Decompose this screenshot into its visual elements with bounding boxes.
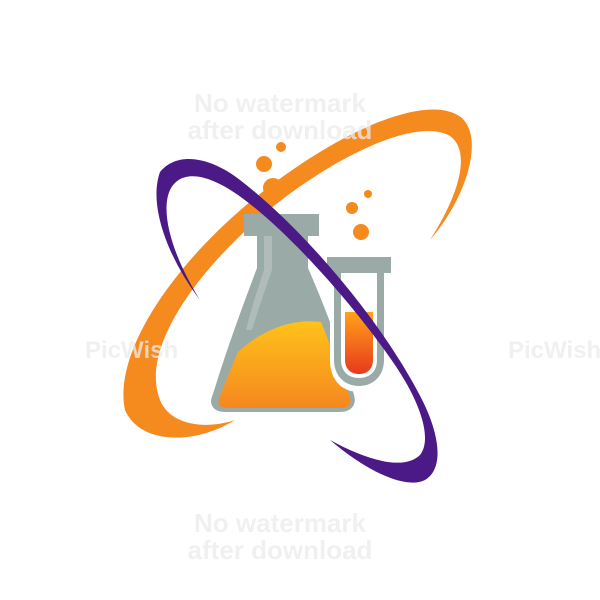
bubble: [353, 224, 369, 240]
bubble: [364, 190, 372, 198]
orange-orbit-ring: [123, 109, 472, 438]
bubble: [276, 142, 286, 152]
flask-icon: [211, 214, 355, 412]
bubble: [256, 156, 272, 172]
bubbles: [256, 142, 372, 240]
bubble: [346, 202, 358, 214]
bubble: [263, 178, 283, 198]
